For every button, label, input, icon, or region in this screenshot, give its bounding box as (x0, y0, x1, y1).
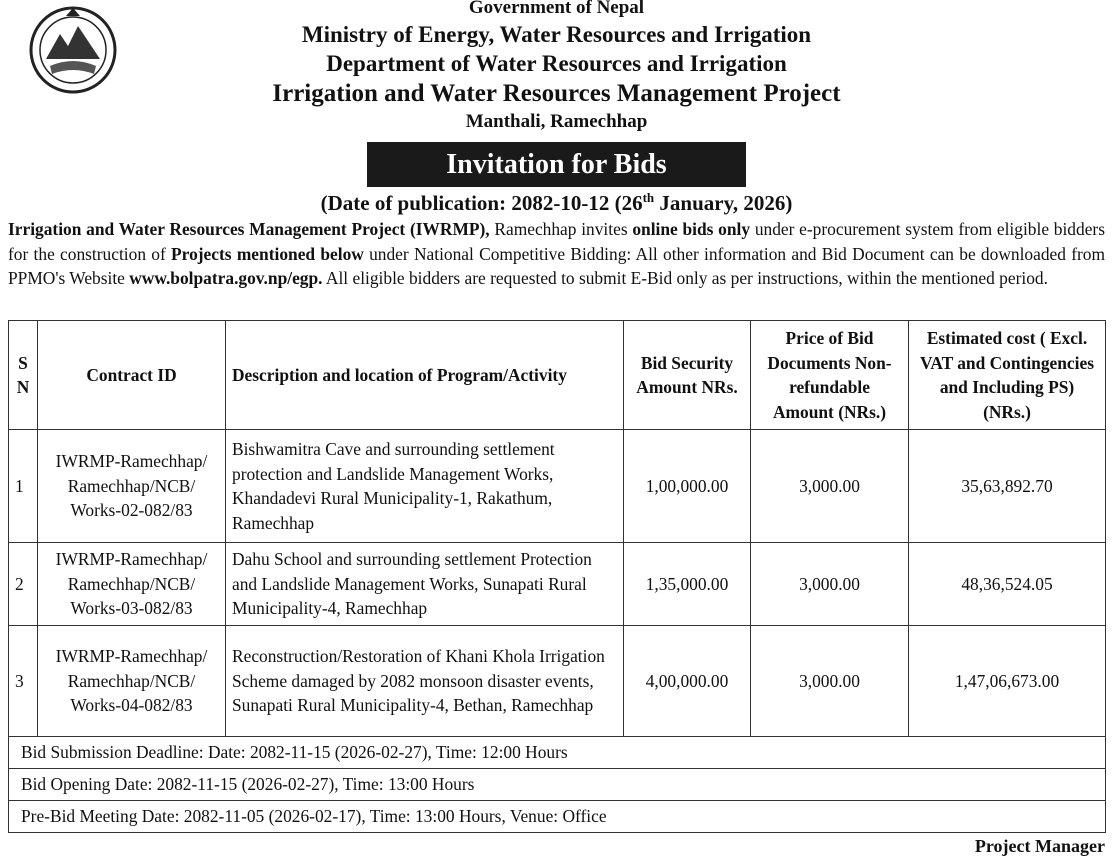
table-row: 3 IWRMP-Ramechhap/ Ramechhap/NCB/ Works-0… (8, 625, 1106, 737)
notice-title: Invitation for Bids (367, 142, 746, 187)
footer-cell: Bid Submission Deadline: Date: 2082-11-1… (8, 736, 1106, 769)
intro-paragraph: Irrigation and Water Resources Managemen… (8, 217, 1105, 291)
publication-text: January, 2026) (654, 191, 793, 215)
table-cell: 35,63,892.70 (908, 429, 1106, 543)
intro-text: All eligible bidders are requested to su… (322, 268, 1048, 288)
column-header: Price of Bid Documents Non-refundable Am… (750, 320, 909, 430)
intro-text: under National Competitive Bidding: All … (8, 243, 1105, 289)
footer-row: Bid Submission Deadline: Date: 2082-11-1… (8, 736, 1106, 769)
table-cell: 1 (8, 429, 38, 543)
footer-cell: Pre-Bid Meeting Date: 2082-11-05 (2026-0… (8, 800, 1106, 833)
publication-date: (Date of publication: 2082-10-12 (26th J… (0, 190, 1113, 216)
table-cell: IWRMP-Ramechhap/ Ramechhap/NCB/ Works-04… (37, 625, 226, 737)
table-cell: 4,00,000.00 (623, 625, 751, 737)
table-cell: 1,00,000.00 (623, 429, 751, 543)
footer-row: Pre-Bid Meeting Date: 2082-11-05 (2026-0… (8, 800, 1106, 833)
footer-cell: Bid Opening Date: 2082-11-15 (2026-02-27… (8, 768, 1106, 801)
table-cell: 1,35,000.00 (623, 542, 751, 626)
column-header: Bid Security Amount NRs. (623, 320, 751, 430)
location: Manthali, Ramechhap (465, 111, 648, 132)
bid-table: S N Contract ID Description and location o… (8, 320, 1106, 833)
government: Government of Nepal (468, 0, 645, 18)
table-cell: 1,47,06,673.00 (908, 625, 1106, 737)
table-cell: 3,000.00 (750, 625, 909, 737)
table-row: 2 IWRMP-Ramechhap/ Ramechhap/NCB/ Works-0… (8, 542, 1106, 626)
column-header: Contract ID (37, 320, 226, 430)
intro-text: under e-procurement system from eligible… (8, 219, 1105, 264)
table-cell: 48,36,524.05 (908, 542, 1106, 626)
project: Irrigation and Water Resources Managemen… (272, 80, 841, 107)
intro-bold: www.bolpatra.gov.np/egp. (129, 268, 323, 288)
emblem (29, 6, 117, 94)
table-cell: IWRMP-Ramechhap/ Ramechhap/NCB/ Works-02… (37, 429, 226, 543)
table-cell: Reconstruction/Restoration of Khani Khol… (225, 625, 624, 737)
publication-text: (Date of publication: 2082-10-12 (26 (320, 191, 643, 215)
table-body: 1 IWRMP-Ramechhap/ Ramechhap/NCB/ Works-0… (8, 429, 1106, 833)
table-row: 1 IWRMP-Ramechhap/ Ramechhap/NCB/ Works-0… (8, 429, 1106, 543)
intro-bold: Projects mentioned below (171, 243, 364, 264)
table-cell: Bishwamitra Cave and surrounding settlem… (225, 429, 624, 543)
signature: Project Manager (974, 836, 1105, 856)
intro-text: Ramechhap invites (489, 219, 633, 239)
table-cell: 2 (8, 542, 38, 626)
header-row: S N Contract ID Description and location o… (8, 320, 1106, 430)
table-cell: 3,000.00 (750, 429, 909, 543)
table-cell: 3,000.00 (750, 542, 909, 626)
column-header: S N (8, 320, 38, 430)
intro-bold: Irrigation and Water Resources Managemen… (8, 219, 490, 239)
footer-row: Bid Opening Date: 2082-11-15 (2026-02-27… (8, 768, 1106, 801)
department: Department of Water Resources and Irriga… (326, 51, 787, 76)
table-cell: Dahu School and surrounding settlement P… (225, 542, 624, 626)
intro-bold: online bids only (632, 219, 751, 239)
ministry: Ministry of Energy, Water Resources and … (301, 22, 812, 47)
superscript: th (642, 190, 655, 205)
column-header: Description and location of Program/Acti… (225, 320, 624, 430)
table-cell: 3 (8, 625, 38, 737)
table-cell: IWRMP-Ramechhap/ Ramechhap/NCB/ Works-03… (37, 542, 226, 626)
column-header: Estimated cost ( Excl. VAT and Contingen… (908, 320, 1106, 430)
